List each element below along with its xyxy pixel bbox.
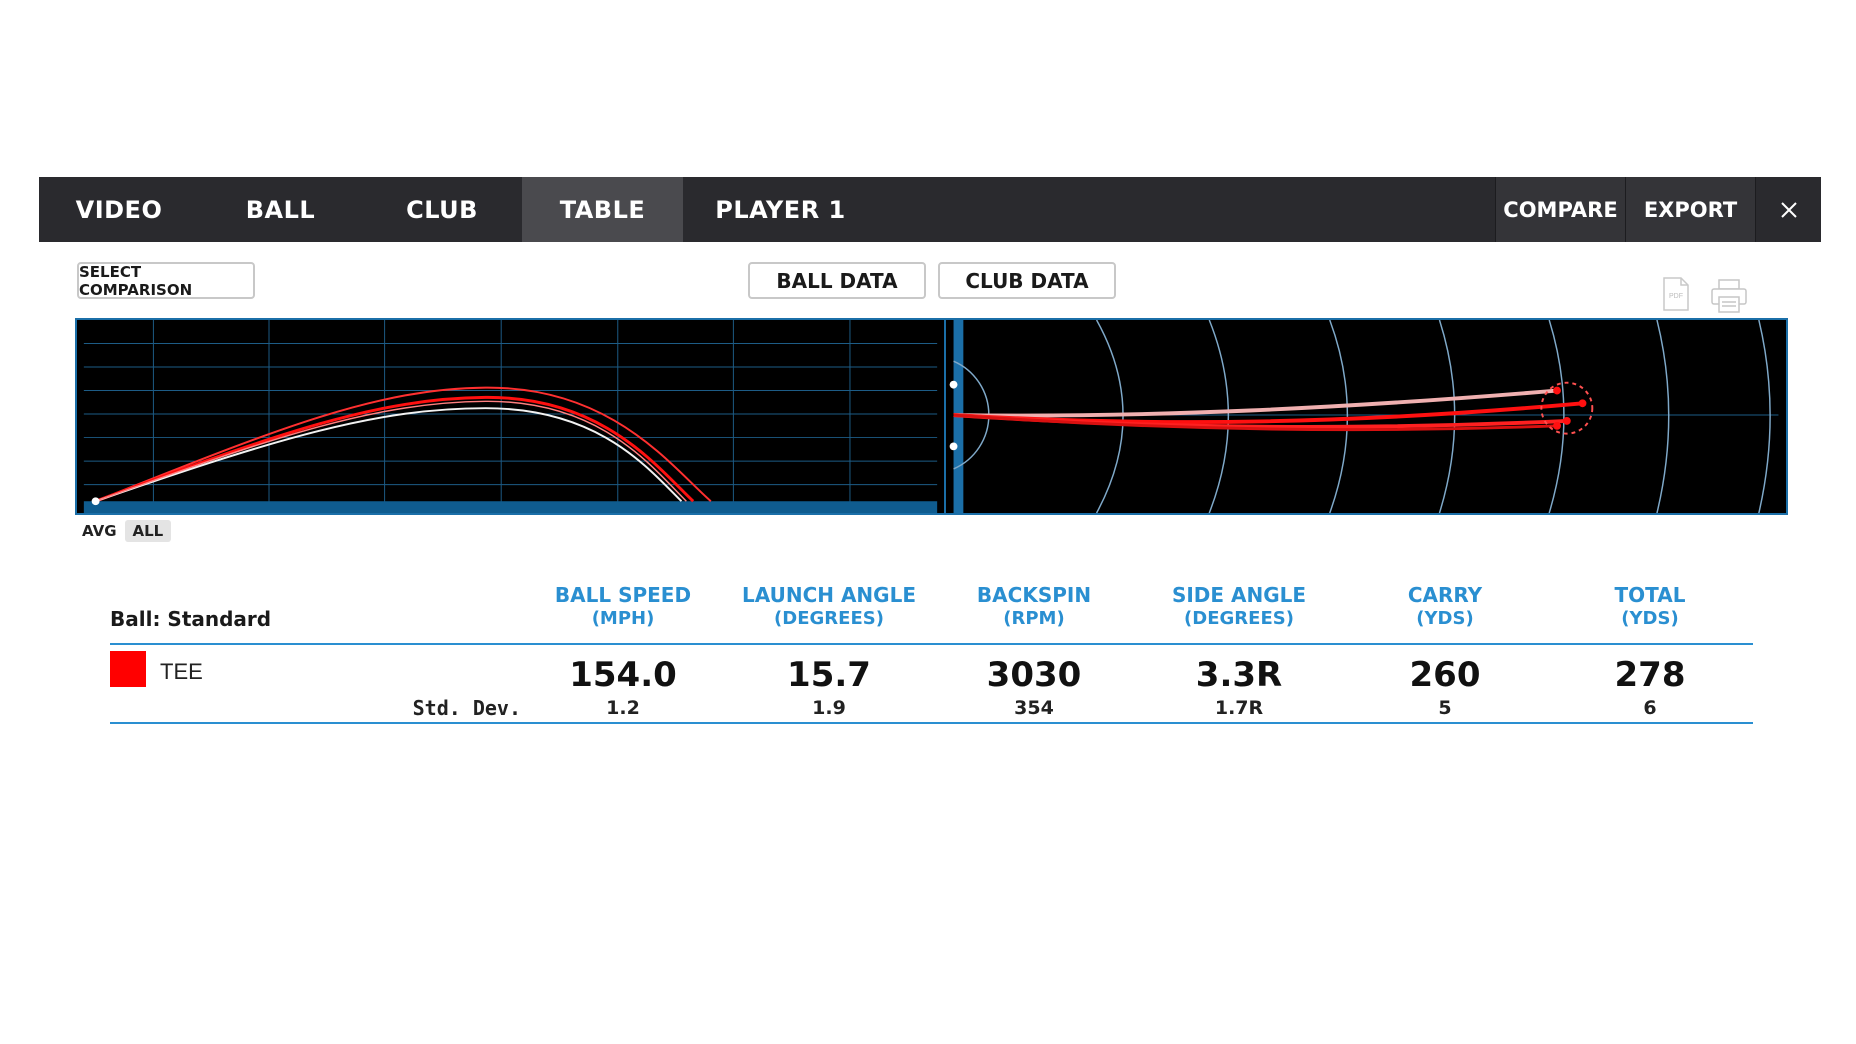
tab-table[interactable]: TABLE: [522, 177, 683, 242]
column-header-unit: (MPH): [591, 608, 655, 629]
stddev-total: 6: [1643, 697, 1657, 719]
tab-player-1[interactable]: PLAYER 1: [715, 195, 846, 224]
top-view-chart: [946, 318, 1788, 515]
column-header-name: BALL SPEED: [554, 583, 692, 607]
close-button[interactable]: [1755, 177, 1821, 242]
tee-marker-upper: [949, 380, 958, 389]
top-nav-bar: VIDEO BALL CLUB TABLE PLAYER 1 COMPARE E…: [39, 177, 1821, 242]
column-header-launch-angle: LAUNCH ANGLE (DEGREES): [729, 584, 929, 630]
value-backspin: 3030: [986, 655, 1082, 695]
value-ball-speed: 154.0: [569, 655, 677, 695]
stddev-carry: 5: [1438, 697, 1452, 719]
std-dev-label: Std. Dev.: [412, 696, 521, 720]
table-header-divider: [110, 643, 1753, 645]
row-label-tee: TEE: [160, 659, 203, 684]
trajectory-shot-3: [95, 407, 683, 503]
column-header-total: TOTAL (YDS): [1550, 584, 1750, 630]
trajectory-shot-2: [95, 395, 695, 503]
column-header-unit: (YDS): [1621, 608, 1679, 629]
column-header-name: TOTAL: [1614, 583, 1686, 607]
export-button[interactable]: EXPORT: [1625, 177, 1755, 242]
column-header-name: SIDE ANGLE: [1171, 583, 1307, 607]
tab-club[interactable]: CLUB: [406, 195, 478, 224]
toggle-all[interactable]: ALL: [124, 520, 172, 542]
select-comparison-button[interactable]: SELECT COMPARISON: [77, 262, 255, 299]
column-header-side-angle: SIDE ANGLE (DEGREES): [1139, 584, 1339, 630]
side-view-grid: [83, 320, 938, 513]
pdf-icon: PDF: [1663, 277, 1689, 311]
shot-color-swatch: [110, 651, 146, 687]
column-header-name: LAUNCH ANGLE: [741, 583, 916, 607]
value-total: 278: [1614, 655, 1686, 695]
dispersion-ellipse: [1540, 381, 1594, 435]
side-view-trajectories: [95, 386, 712, 503]
stddev-launch-angle: 1.9: [812, 697, 846, 719]
column-header-backspin: BACKSPIN (RPM): [934, 584, 1134, 630]
trajectory-shot-4: [95, 400, 687, 502]
tee-marker-lower: [949, 442, 958, 451]
trajectory-shot-1: [95, 386, 712, 503]
column-header-name: CARRY: [1407, 583, 1483, 607]
landing-point-4: [1553, 421, 1561, 430]
column-header-carry: CARRY (YDS): [1345, 584, 1545, 630]
column-header-unit: (DEGREES): [1184, 608, 1294, 629]
landing-point-1: [1553, 386, 1561, 395]
tab-ball[interactable]: BALL: [245, 195, 316, 224]
tab-video[interactable]: VIDEO: [75, 195, 163, 224]
column-header-unit: (DEGREES): [774, 608, 884, 629]
ball-data-button[interactable]: BALL DATA: [748, 262, 926, 299]
landing-point-2: [1578, 399, 1587, 408]
stddev-ball-speed: 1.2: [606, 697, 640, 719]
top-shot-1: [953, 388, 1558, 418]
close-icon: [1780, 201, 1797, 218]
column-header-unit: (RPM): [1003, 608, 1065, 629]
side-view-ground: [83, 501, 938, 513]
value-carry: 260: [1409, 655, 1481, 695]
ball-type-label: Ball: Standard: [110, 607, 272, 631]
toggle-avg[interactable]: AVG: [82, 522, 117, 540]
pdf-button[interactable]: PDF: [1662, 276, 1690, 317]
landing-point-3: [1562, 416, 1571, 425]
column-header-unit: (YDS): [1416, 608, 1474, 629]
printer-icon: [1711, 279, 1747, 313]
column-header-ball-speed: BALL SPEED (MPH): [523, 584, 723, 630]
value-launch-angle: 15.7: [787, 655, 871, 695]
stddev-side-angle: 1.7R: [1214, 697, 1264, 719]
side-view-chart: [75, 318, 946, 515]
tee-point: [91, 497, 100, 506]
club-data-button[interactable]: CLUB DATA: [938, 262, 1116, 299]
top-shot-4: [953, 413, 1558, 432]
column-header-name: BACKSPIN: [976, 583, 1092, 607]
print-button[interactable]: [1710, 278, 1748, 319]
stddev-backspin: 354: [1014, 697, 1054, 719]
top-view-trajectories: [953, 388, 1583, 432]
table-bottom-divider: [110, 722, 1753, 724]
compare-button[interactable]: COMPARE: [1495, 177, 1625, 242]
avg-all-toggle: AVG ALL: [74, 520, 172, 542]
value-side-angle: 3.3R: [1195, 655, 1283, 695]
nav-actions: COMPARE EXPORT: [1495, 177, 1821, 242]
pdf-icon-text: PDF: [1669, 293, 1683, 300]
